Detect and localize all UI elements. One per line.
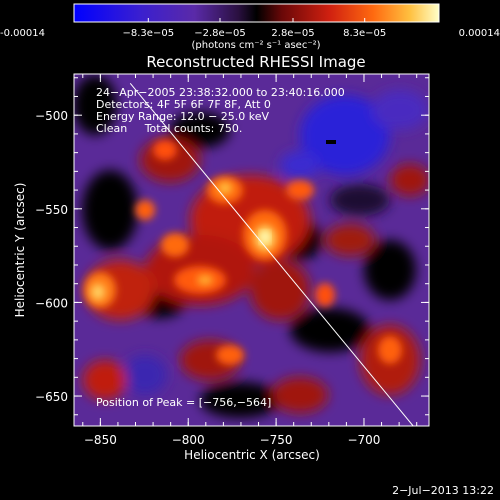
x-axis: −850 −800 −750 −700 (82, 74, 418, 447)
colorbar-tick-label: −8.3e−05 (123, 28, 175, 39)
y-axis: −650 −600 −550 −500 (35, 77, 429, 416)
min-marker (326, 140, 336, 144)
y-tick-label: −650 (35, 390, 68, 404)
colorbar-unit-label: (photons cm⁻² s⁻¹ asec⁻²) (191, 40, 320, 51)
y-tick-label: −550 (35, 203, 68, 217)
x-tick-label: −800 (172, 433, 205, 447)
plot-title: Reconstructed RHESSI Image (146, 53, 365, 71)
info-time-range: 24−Apr−2005 23:38:32.000 to 23:40:16.000 (96, 86, 345, 99)
colorbar-tick-label: 0.00014 (459, 28, 500, 39)
colorbar-tick-label: 8.3e−05 (343, 28, 386, 39)
info-energy: Energy Range: 12.0 − 25.0 keV (96, 110, 270, 123)
x-tick-label: −850 (84, 433, 117, 447)
colorbar-tick-label: -0.00014 (0, 28, 45, 39)
footer-date: 2−Jul−2013 13:22 (392, 484, 494, 497)
colorbar-tick-label: 2.8e−05 (271, 28, 314, 39)
y-tick-label: −600 (35, 296, 68, 310)
y-axis-label: Heliocentric Y (arcsec) (13, 183, 27, 318)
plot-frame (73, 73, 430, 427)
colorbar-gradient (73, 3, 440, 23)
solar-limb-line (129, 83, 414, 426)
x-tick-label: −700 (347, 433, 380, 447)
y-tick-label: −500 (35, 109, 68, 123)
rhessi-image (74, 74, 429, 426)
info-block: 24−Apr−2005 23:38:32.000 to 23:40:16.000… (96, 86, 345, 409)
info-clean: Clean Total counts: 750. (96, 122, 242, 135)
x-axis-label: Heliocentric X (arcsec) (184, 448, 320, 462)
info-detectors: Detectors: 4F 5F 6F 7F 8F, Att 0 (96, 98, 271, 111)
info-peak-position: Position of Peak = [−756,−564] (96, 396, 271, 409)
colorbar: -0.00014 −8.3e−05 −2.8e−05 2.8e−05 8.3e−05 0.… (0, 3, 500, 51)
x-tick-label: −750 (260, 433, 293, 447)
colorbar-tick-label: −2.8e−05 (194, 28, 246, 39)
